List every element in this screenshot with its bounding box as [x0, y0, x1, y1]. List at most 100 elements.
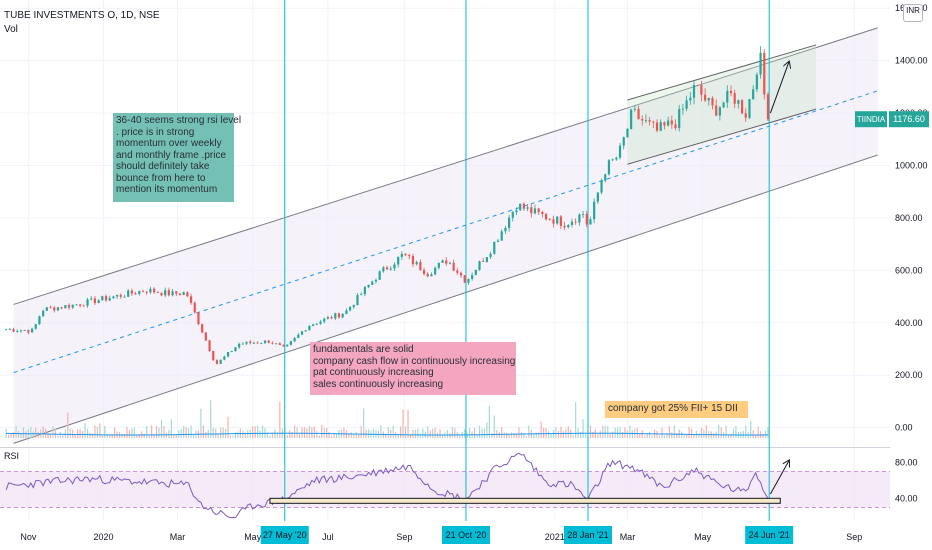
- volume-bar: [671, 432, 673, 438]
- candle-body: [319, 321, 322, 324]
- note-line: mention its momentum: [116, 184, 218, 195]
- volume-bar: [631, 430, 633, 438]
- candle-body: [267, 340, 270, 343]
- volume-bar: [330, 435, 333, 438]
- volume-bar: [303, 427, 306, 438]
- volume-bar: [703, 429, 705, 438]
- note-line: bounce from here to: [116, 172, 206, 184]
- candle-body: [740, 100, 744, 114]
- volume-bar: [64, 429, 66, 438]
- volume-bar: [616, 427, 619, 438]
- candle-body: [581, 214, 585, 215]
- note-line: fundamentals are solid: [313, 344, 414, 355]
- volume-bar: [575, 402, 577, 438]
- candle-body: [703, 94, 707, 101]
- volume-bar: [106, 434, 108, 438]
- volume-bar: [151, 425, 153, 438]
- volume-bar: [321, 425, 323, 438]
- candle-body: [685, 100, 688, 109]
- volume-bar: [666, 432, 668, 438]
- candle-body: [345, 310, 348, 314]
- fii-annotation-note[interactable]: company got 25% FII+ 15 DII: [605, 401, 748, 418]
- fundamentals-annotation-note[interactable]: fundamentals are solid company cash flow …: [310, 342, 516, 395]
- volume-bar: [683, 434, 685, 438]
- candle-body: [360, 294, 363, 296]
- candle-body: [374, 279, 378, 282]
- volume-bar: [126, 426, 128, 438]
- volume-bar: [400, 426, 402, 438]
- candle-body: [389, 268, 392, 270]
- candle-body: [663, 122, 666, 126]
- candle-body: [611, 159, 614, 161]
- fii-note-text: company got 25% FII+ 15 DII: [608, 403, 738, 414]
- volume-bar: [412, 429, 414, 438]
- note-line: 36-40 seems strong rsi level: [116, 115, 242, 126]
- volume-bar: [323, 427, 325, 438]
- volume-bar: [476, 434, 478, 438]
- volume-bar: [79, 429, 81, 438]
- volume-bar: [355, 432, 357, 438]
- volume-bar: [562, 430, 564, 438]
- candle-body: [116, 294, 119, 297]
- volume-bar: [481, 428, 483, 438]
- volume-bar: [69, 428, 71, 438]
- candle-body: [692, 84, 696, 98]
- candle-body: [641, 118, 644, 121]
- candle-body: [138, 291, 141, 295]
- volume-bar: [133, 427, 135, 438]
- volume-bar: [237, 431, 239, 438]
- volume-bar: [160, 420, 163, 438]
- price-tick-label: 200.00: [895, 370, 923, 380]
- volume-bar: [547, 431, 550, 438]
- rsi-annotation-note[interactable]: 36-40 seems strong rsi level. price is i…: [113, 113, 242, 202]
- chart-title: TUBE INVESTMENTS O, 1D, NSE: [4, 10, 160, 21]
- candle-body: [667, 120, 670, 126]
- currency-button[interactable]: INR: [903, 4, 923, 22]
- candle-body: [271, 342, 274, 344]
- volume-bar: [713, 433, 715, 438]
- volume-bar: [604, 425, 606, 438]
- volume-bar: [417, 428, 419, 438]
- volume-bar: [136, 434, 138, 438]
- candle-body: [304, 330, 307, 332]
- candle-body: [45, 307, 48, 311]
- candle-body: [27, 330, 30, 333]
- candle-body: [397, 256, 400, 265]
- volume-bar: [735, 425, 737, 438]
- axis-tags: 27 May '20 21 Oct '20 28 Jan '21 24 Jun '21…: [260, 111, 929, 544]
- volume-bar: [560, 426, 562, 438]
- volume-bar: [261, 425, 264, 438]
- price-tick-label: 0.00: [895, 423, 913, 433]
- volume-bar: [101, 435, 103, 438]
- candle-body: [718, 107, 721, 116]
- price-tick-label: 1400.00: [895, 56, 928, 66]
- candle-body: [474, 269, 477, 276]
- volume-bar: [491, 432, 493, 438]
- small-channel-upper: [627, 44, 817, 101]
- rsi-target-arrow: [769, 461, 788, 495]
- candle-body: [637, 108, 640, 119]
- candle-body: [278, 343, 281, 345]
- volume-bar: [419, 433, 421, 438]
- volume-bar: [614, 427, 616, 438]
- candle-body: [23, 330, 26, 332]
- candle-body: [681, 108, 685, 110]
- volume-bar: [693, 435, 695, 438]
- candle-body: [208, 340, 211, 352]
- price-tag: [889, 111, 929, 128]
- candle-body: [286, 344, 289, 347]
- small-channel-lower: [627, 108, 817, 165]
- volume-bar: [612, 431, 614, 438]
- volume-bar: [8, 434, 10, 438]
- volume-bar: [523, 432, 525, 438]
- symbol-tag-label: TIINDIA: [857, 115, 886, 124]
- volume-bar: [372, 428, 375, 438]
- marked-date-lines: [284, 0, 770, 521]
- volume-bar: [538, 432, 540, 438]
- candle-body: [230, 351, 233, 353]
- candle-body: [726, 90, 729, 103]
- candle-body: [537, 208, 540, 213]
- volume-bar: [264, 427, 266, 438]
- candle-body: [530, 207, 533, 214]
